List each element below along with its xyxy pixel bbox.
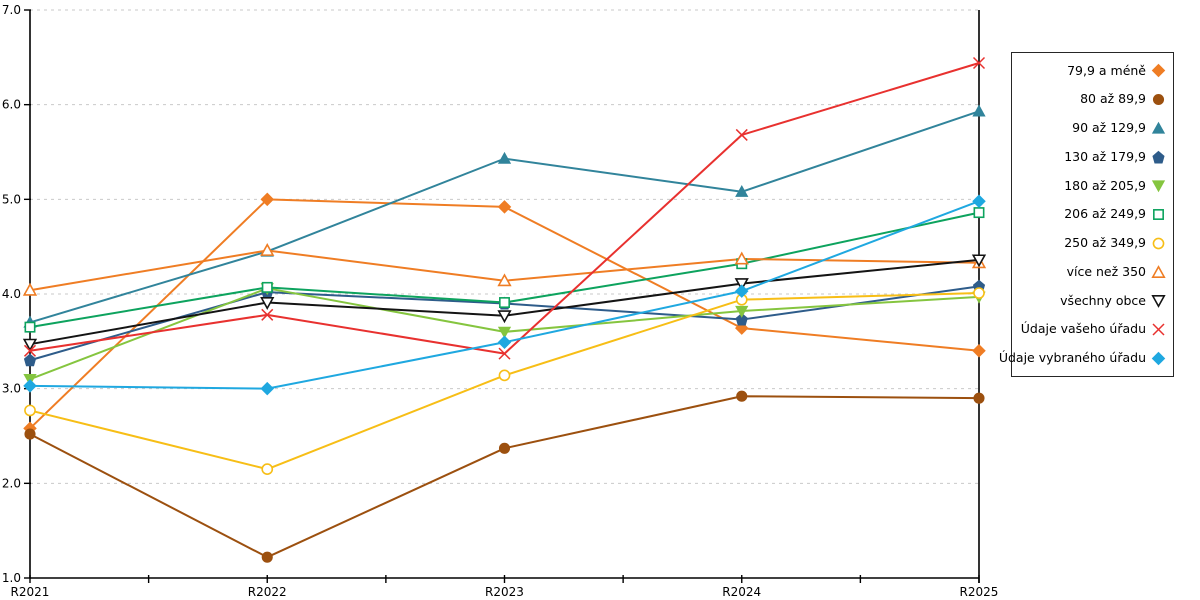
legend-item-label: Údaje vybraného úřadu bbox=[998, 350, 1146, 365]
y-tick-label: 7.0 bbox=[2, 3, 21, 17]
legend-item-label: 80 až 89,9 bbox=[1080, 91, 1146, 107]
legend-item-label: Údaje vašeho úřadu bbox=[1020, 321, 1146, 337]
y-tick-label: 3.0 bbox=[2, 382, 21, 396]
y-tick-label: 4.0 bbox=[2, 287, 21, 301]
legend-item: 250 až 349,9 bbox=[1012, 230, 1173, 256]
legend-item: 90 až 129,9 bbox=[1012, 115, 1173, 141]
legend-marker-icon bbox=[1151, 63, 1166, 78]
legend-item: 79,9 a méně bbox=[1012, 58, 1173, 84]
series-line bbox=[29, 200, 980, 390]
legend-item-label: 250 až 349,9 bbox=[1064, 235, 1146, 250]
y-tick-label: 6.0 bbox=[2, 98, 21, 112]
x-tick-label: R2023 bbox=[485, 585, 524, 599]
series-marker-group bbox=[23, 192, 986, 436]
legend-item: Údaje vybraného úřadu bbox=[999, 345, 1173, 371]
x-axis-labels: R2021 R2022 R2023 R2024 R2025 bbox=[11, 585, 999, 599]
x-tick-label: R2021 bbox=[11, 585, 50, 599]
series-line bbox=[29, 211, 980, 329]
legend-item: Údaje vašeho úřadu bbox=[1012, 317, 1173, 343]
y-tick-label: 5.0 bbox=[2, 192, 21, 206]
legend-item-label: 130 až 179,9 bbox=[1064, 148, 1146, 164]
legend-item-label: 79,9 a méně bbox=[1067, 62, 1146, 78]
x-tick-label: R2022 bbox=[248, 585, 287, 599]
legend-item: 180 až 205,9 bbox=[1012, 173, 1173, 199]
legend-item-label: 206 až 249,9 bbox=[1064, 206, 1146, 222]
legend-marker-icon bbox=[1153, 209, 1164, 220]
y-tick-label: 1.0 bbox=[2, 571, 21, 585]
series-marker-group bbox=[22, 243, 987, 296]
legend-item: všechny obce bbox=[1012, 288, 1173, 314]
y-axis-labels: 7.0 6.0 5.0 4.0 3.0 2.0 1.0 bbox=[2, 3, 21, 585]
series-marker-group bbox=[22, 254, 987, 352]
legend-marker-icon bbox=[1152, 93, 1165, 106]
legend-item: více než 350 bbox=[1012, 259, 1173, 285]
series-marker-group bbox=[24, 390, 985, 563]
x-tick-label: R2024 bbox=[722, 585, 761, 599]
series-marker-group bbox=[23, 56, 986, 360]
legend-item-label: více než 350 bbox=[1066, 263, 1146, 279]
legend-marker-icon bbox=[1152, 150, 1165, 163]
x-tick-label: R2025 bbox=[960, 585, 999, 599]
series-line bbox=[29, 395, 980, 559]
legend-marker-icon bbox=[1151, 264, 1166, 278]
legend-item-label: všechny obce bbox=[1060, 292, 1146, 308]
legend-item: 130 až 179,9 bbox=[1012, 144, 1173, 170]
legend-marker-icon bbox=[1151, 351, 1166, 366]
legend-marker-icon bbox=[1152, 237, 1165, 250]
axis-ticks bbox=[24, 9, 980, 583]
legend-item: 206 až 249,9 bbox=[1012, 202, 1173, 228]
legend-item: 80 až 89,9 bbox=[1012, 87, 1173, 113]
legend-marker-icon bbox=[1152, 323, 1165, 336]
legend-marker-icon bbox=[1151, 295, 1166, 309]
legend-item-label: 180 až 205,9 bbox=[1064, 177, 1146, 193]
legend-marker-icon bbox=[1151, 121, 1166, 134]
series-markers bbox=[22, 56, 987, 563]
legend-item-label: 90 až 129,9 bbox=[1072, 120, 1146, 135]
y-tick-label: 2.0 bbox=[2, 476, 21, 490]
gridlines bbox=[30, 9, 979, 484]
legend-marker-icon bbox=[1151, 180, 1166, 193]
legend: 79,9 a méně 80 až 89,9 90 až 129,9 130 až 1… bbox=[999, 52, 1174, 377]
series-marker-group bbox=[23, 194, 986, 396]
